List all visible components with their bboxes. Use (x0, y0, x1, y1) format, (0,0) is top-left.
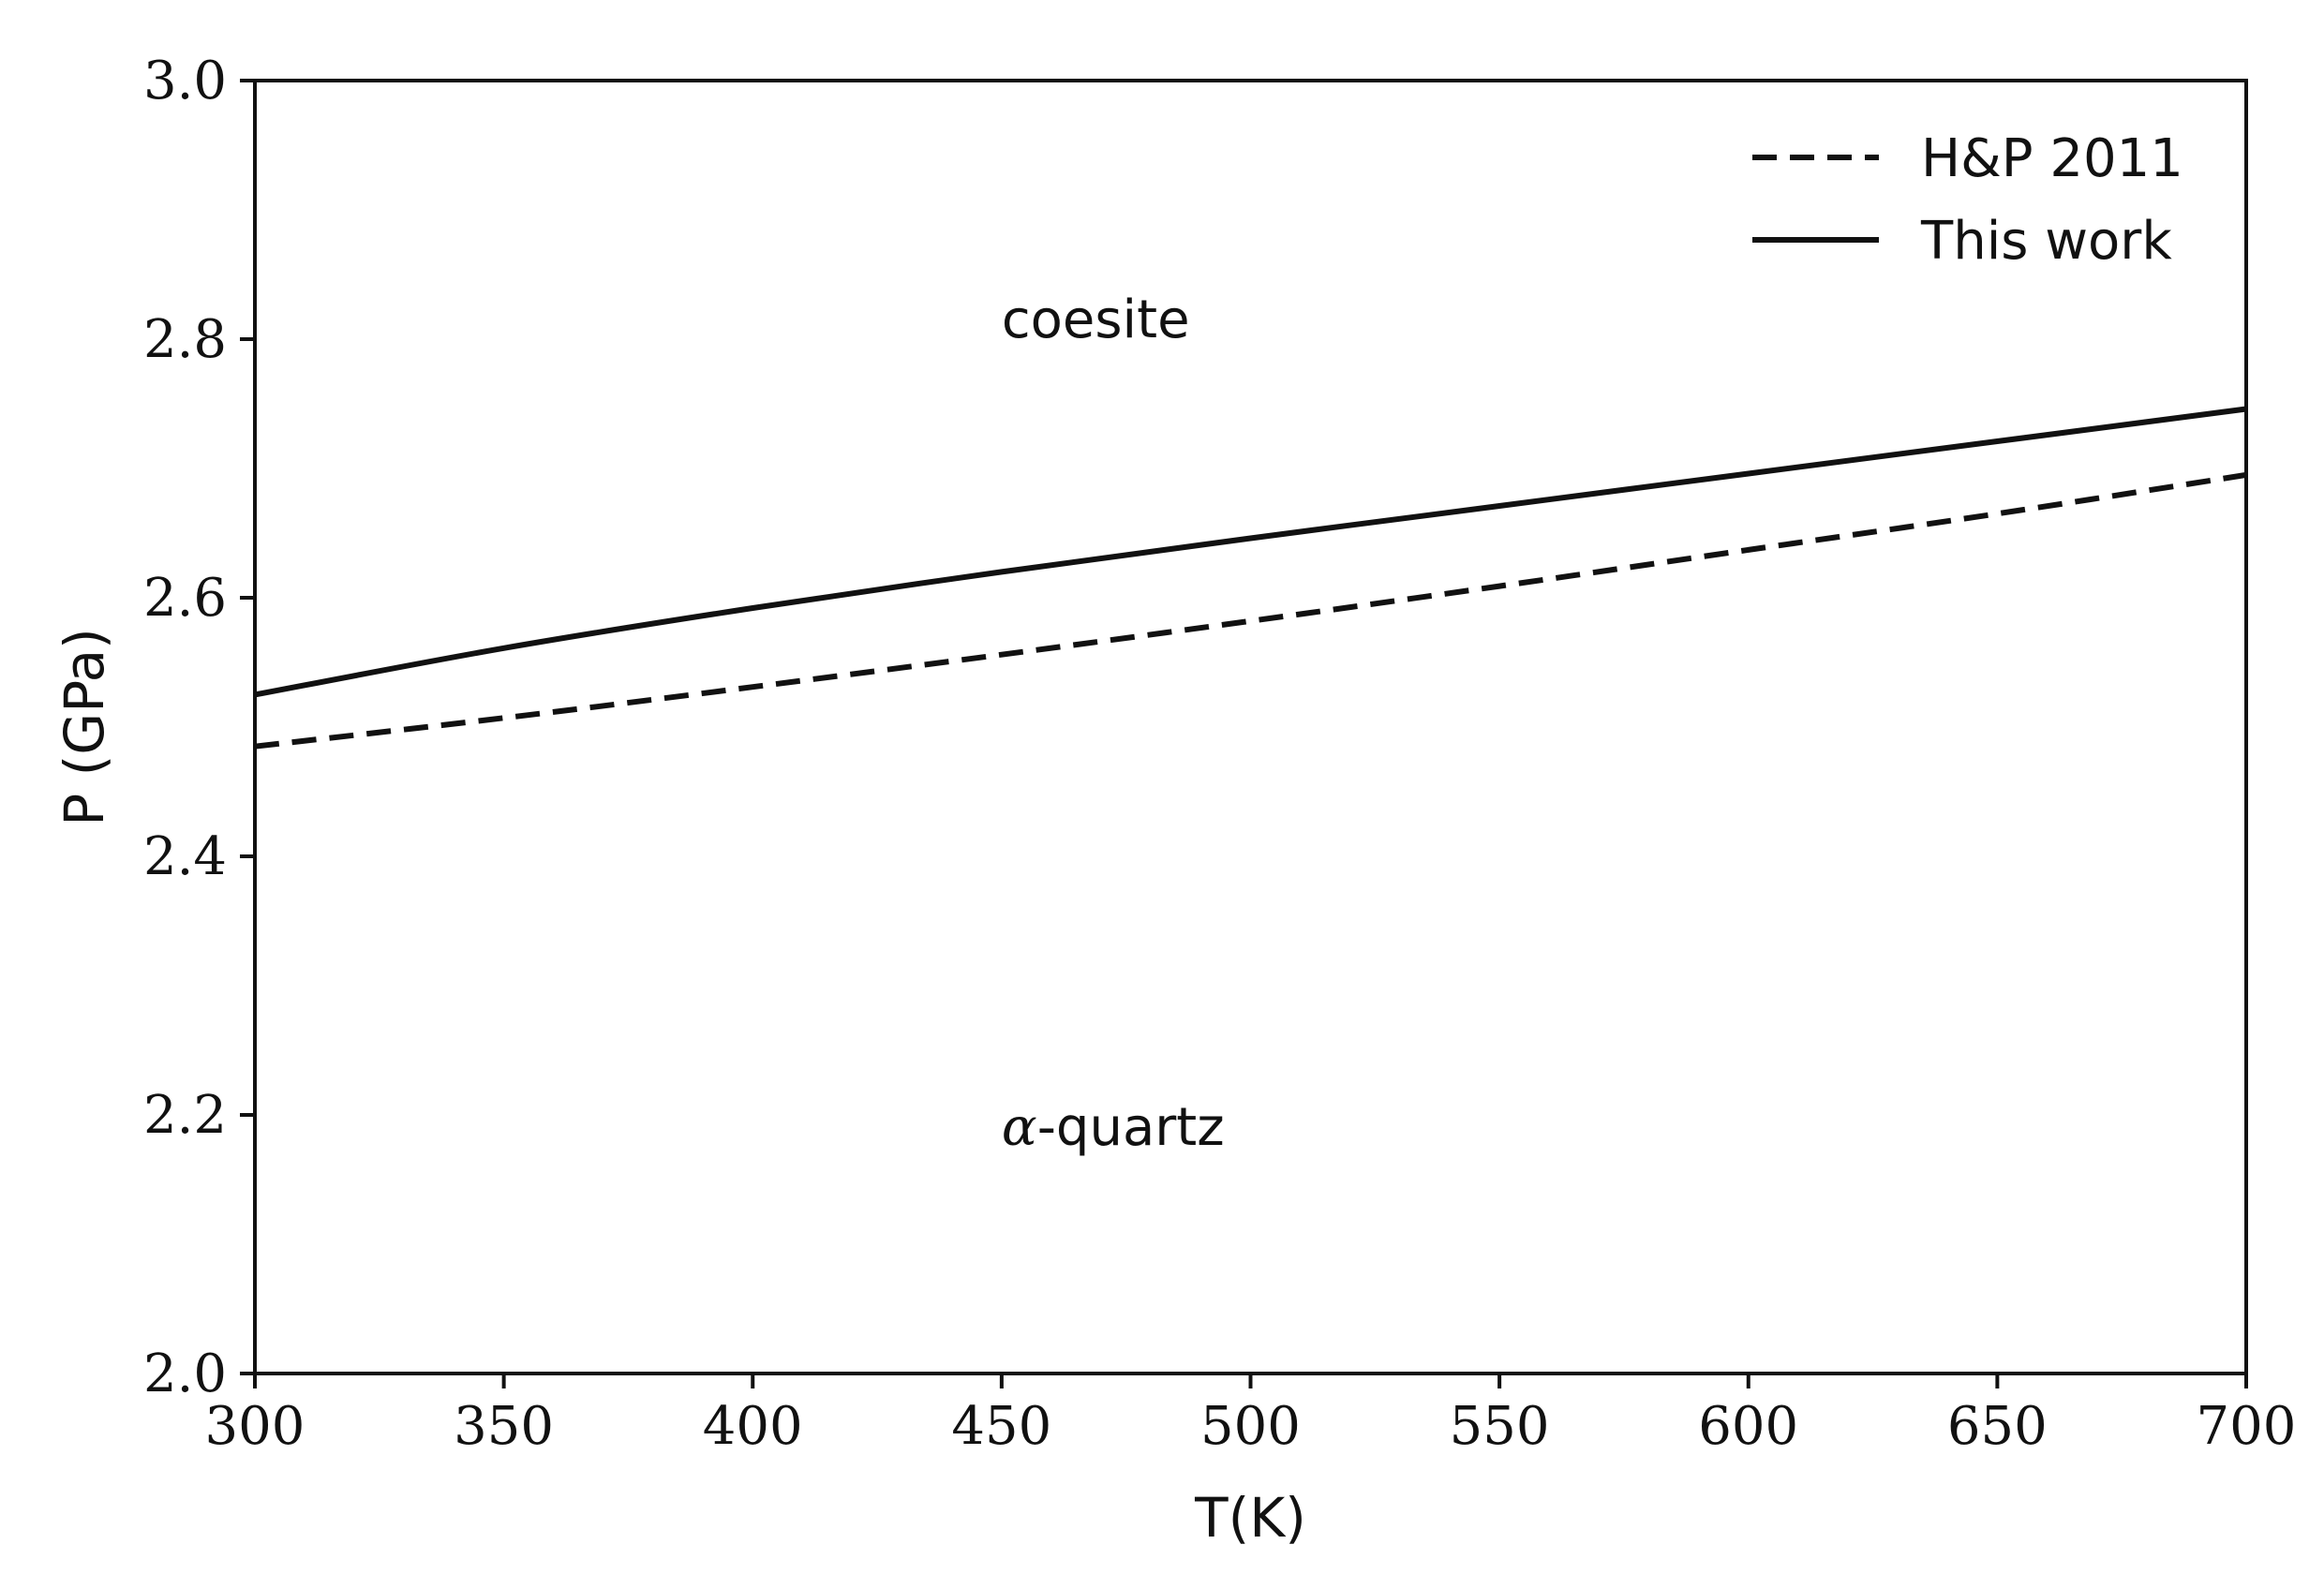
x-tick-label-500: 500 (1200, 1396, 1301, 1457)
x-tick-label-700: 700 (2197, 1396, 2297, 1457)
y-axis-label: P (GPa) (52, 628, 116, 826)
x-tick-label-600: 600 (1698, 1396, 1798, 1457)
x-tick-label-400: 400 (703, 1396, 803, 1457)
y-tick-label-2.4: 2.4 (143, 826, 227, 887)
x-tick-label-300: 300 (205, 1396, 305, 1457)
quartz-text: -quartz (1037, 1097, 1225, 1158)
legend: H&P 2011 This work (1752, 128, 2183, 272)
legend-label-this-work: This work (1920, 211, 2172, 272)
series-line-hp2011 (254, 471, 2247, 750)
y-tick-label-2.8: 2.8 (143, 309, 227, 370)
region-annotations: coesite α-quartz (1002, 290, 1225, 1158)
y-tick-label-3.0: 3.0 (143, 51, 227, 111)
plot-frame (253, 79, 2248, 1375)
y-tick-label-2.0: 2.0 (143, 1344, 227, 1404)
x-tick-label-650: 650 (1947, 1396, 2048, 1457)
x-tick-label-450: 450 (951, 1396, 1051, 1457)
series-line-this-work (254, 406, 2247, 698)
y-tick-label-2.6: 2.6 (143, 568, 227, 629)
axis-ticks: 300 350 400 450 500 550 600 650 700 2.0 2.2 2.4 2.6 2… (143, 51, 2297, 1457)
x-axis-label: T(K) (1194, 1486, 1306, 1550)
x-tick-label-350: 350 (454, 1396, 554, 1457)
alpha-symbol: α (1002, 1097, 1037, 1158)
y-tick-label-2.2: 2.2 (143, 1085, 227, 1146)
coesite-label: coesite (1002, 290, 1190, 350)
series-lines (254, 406, 2247, 750)
alpha-quartz-label: α-quartz (1002, 1097, 1225, 1158)
legend-label-hp2011: H&P 2011 (1921, 128, 2183, 189)
x-tick-label-550: 550 (1450, 1396, 1550, 1457)
